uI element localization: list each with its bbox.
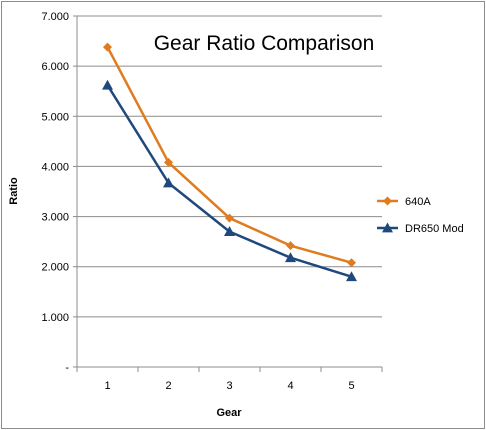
series: [102, 42, 357, 282]
x-tick-label-4: 4: [287, 380, 293, 392]
chart-title: Gear Ratio Comparison: [154, 32, 375, 55]
x-tick-label-3: 3: [226, 380, 232, 392]
y-tick-label-6: 6.000: [41, 61, 69, 73]
point-640a-2: [164, 157, 173, 167]
legend-marker-640a: [383, 196, 392, 206]
point-dr650-mod-2: [163, 177, 174, 188]
y-tick-label-7: 7.000: [41, 11, 69, 23]
axes: [73, 15, 383, 372]
point-dr650-mod-4: [285, 252, 296, 263]
y-tick-label-2: 2.000: [41, 262, 69, 274]
legend: 640A DR650 Mod: [377, 196, 464, 235]
y-tick-label-4: 4.000: [41, 161, 69, 173]
y-tick-label-0: -: [65, 362, 69, 374]
point-dr650-mod-5: [346, 271, 357, 282]
point-dr650-mod-1: [102, 79, 113, 90]
point-640a-5: [347, 258, 356, 268]
y-tick-label-5: 5.000: [41, 111, 69, 123]
legend-item-640a: 640A: [377, 196, 431, 208]
y-tick-labels: - 1.000 2.000 3.000 4.000 5.000 6.000 7.000: [41, 11, 69, 374]
point-dr650-mod-3: [224, 226, 235, 237]
x-tick-label-1: 1: [104, 380, 110, 392]
x-tick-label-2: 2: [165, 380, 171, 392]
x-tick-labels: 1 2 3 4 5: [104, 380, 354, 392]
legend-item-dr650-mod: DR650 Mod: [377, 222, 464, 235]
x-tick-label-5: 5: [348, 380, 354, 392]
point-640a-1: [103, 42, 112, 52]
series-dr650-mod: [102, 79, 357, 282]
y-tick-label-1: 1.000: [41, 312, 69, 324]
x-axis-title: Gear: [216, 407, 242, 419]
y-axis-title: Ratio: [8, 177, 20, 205]
legend-label-640a: 640A: [405, 196, 431, 208]
series-640a: [103, 42, 356, 268]
legend-marker-dr650-mod: [382, 222, 393, 233]
legend-label-dr650-mod: DR650 Mod: [405, 223, 464, 235]
point-640a-4: [286, 241, 295, 251]
y-tick-label-3: 3.000: [41, 212, 69, 224]
point-640a-3: [225, 213, 234, 223]
